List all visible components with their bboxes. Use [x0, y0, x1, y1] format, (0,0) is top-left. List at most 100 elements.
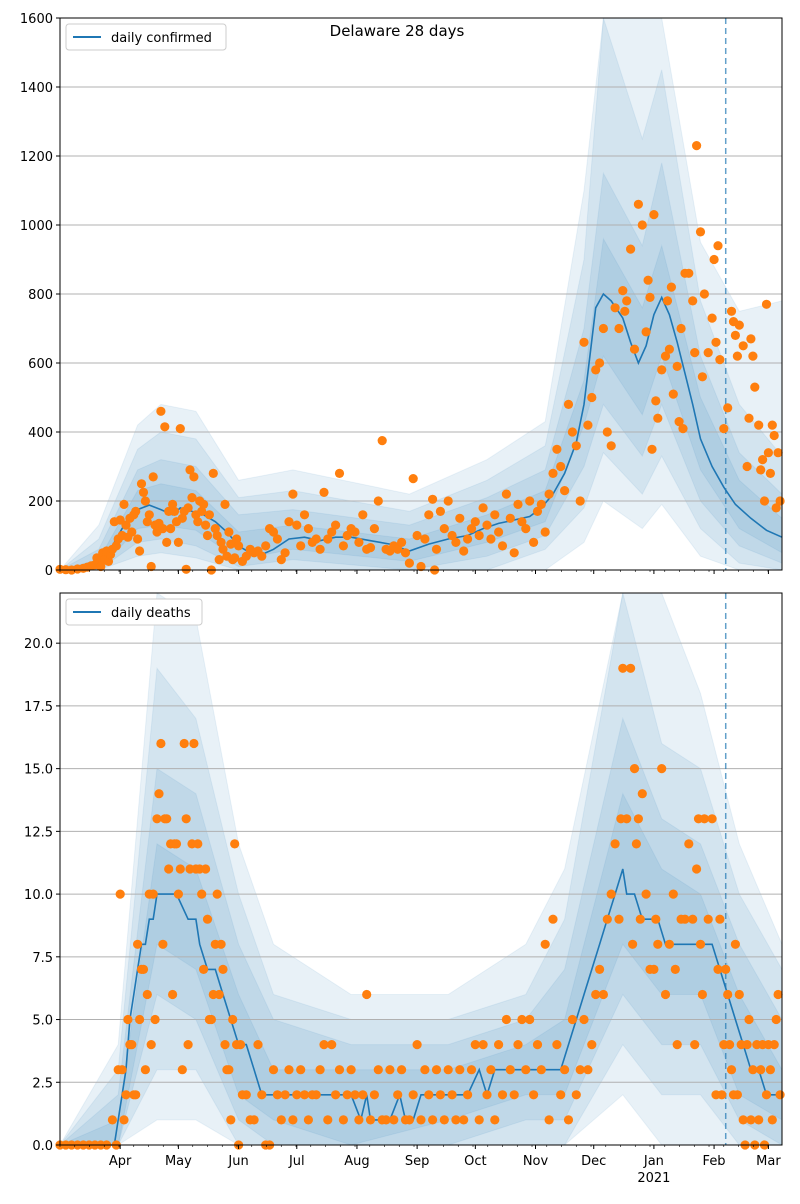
data-point — [193, 839, 203, 849]
data-point — [626, 244, 636, 254]
data-point — [651, 914, 661, 924]
data-point — [187, 493, 197, 503]
data-point — [666, 282, 677, 292]
data-point — [241, 1090, 251, 1100]
data-point — [315, 1065, 325, 1075]
legend-label: daily confirmed — [111, 31, 212, 46]
data-point — [591, 365, 601, 375]
data-point — [107, 1115, 117, 1125]
data-point — [529, 537, 539, 548]
data-point — [466, 1065, 477, 1075]
data-point — [730, 939, 741, 949]
data-point — [218, 544, 228, 554]
data-point — [166, 524, 176, 534]
data-point — [482, 520, 492, 530]
data-point — [319, 1040, 329, 1050]
data-point — [680, 914, 690, 924]
x-tick-label: Jun — [227, 1154, 248, 1169]
data-point — [346, 1065, 356, 1075]
data-point — [146, 1040, 156, 1050]
data-point — [115, 889, 125, 899]
data-point — [404, 558, 414, 568]
data-point — [327, 527, 337, 537]
data-point — [397, 537, 407, 548]
data-point — [688, 914, 698, 924]
data-point — [598, 989, 609, 1000]
data-point — [319, 487, 329, 497]
data-point — [199, 499, 209, 509]
data-point — [470, 1040, 480, 1050]
data-point — [688, 296, 698, 306]
data-point — [744, 1014, 754, 1025]
data-point — [742, 1040, 752, 1050]
chart-title: Delaware 28 days — [330, 22, 465, 40]
data-point — [197, 889, 207, 899]
data-point — [509, 1090, 519, 1100]
data-point — [424, 1090, 434, 1100]
data-point — [206, 1014, 216, 1025]
data-point — [197, 506, 207, 516]
data-point — [175, 424, 185, 434]
data-point — [717, 1090, 727, 1100]
plot-frame — [59, 17, 783, 571]
x-axis: Apr May Jun Jul Aug Sep Oct Nov Dec Jan 2021 Feb Mar — [109, 1154, 781, 1186]
data-point — [212, 889, 222, 899]
data-point — [208, 468, 218, 478]
data-point — [567, 427, 578, 437]
data-point — [490, 510, 500, 520]
data-point — [127, 1040, 137, 1050]
data-point — [428, 1115, 438, 1125]
data-point — [216, 537, 226, 548]
data-point — [684, 268, 694, 278]
confirmed-panel: 0 200 400 600 800 1000 1200 1400 1600 daily conf… — [20, 12, 785, 579]
data-point — [505, 513, 515, 523]
data-point — [463, 1090, 473, 1100]
data-point — [692, 864, 702, 874]
data-point — [171, 839, 182, 849]
data-point — [513, 1040, 523, 1050]
data-point — [373, 1065, 383, 1075]
data-point — [668, 389, 678, 399]
data-point — [587, 1040, 597, 1050]
data-point — [641, 889, 651, 899]
data-point — [660, 351, 671, 361]
x-tick-label: Apr — [109, 1154, 132, 1169]
data-point — [292, 1090, 302, 1100]
data-point — [754, 420, 764, 430]
data-point — [674, 417, 684, 427]
data-point — [622, 296, 632, 306]
data-point — [769, 1040, 779, 1050]
data-point — [338, 1115, 348, 1125]
data-point — [140, 496, 150, 506]
data-point — [158, 939, 168, 949]
data-point — [494, 527, 504, 537]
data-point — [424, 510, 434, 520]
data-point — [614, 914, 624, 924]
data-point — [199, 964, 209, 975]
data-point — [431, 544, 442, 554]
data-point — [142, 989, 152, 1000]
data-point — [690, 1040, 700, 1050]
data-point — [241, 551, 251, 561]
data-point — [482, 1090, 492, 1100]
data-point — [618, 286, 628, 296]
data-point — [185, 465, 195, 475]
x-tick-label: Jan — [643, 1154, 664, 1169]
data-point — [373, 496, 383, 506]
y-tick-label: 600 — [28, 357, 53, 372]
data-point — [144, 510, 154, 520]
data-point — [560, 486, 570, 496]
data-point — [173, 889, 183, 899]
data-point — [117, 1065, 127, 1075]
data-point — [323, 534, 333, 544]
data-point — [521, 1065, 531, 1075]
data-point — [715, 355, 725, 365]
data-point — [183, 503, 193, 513]
data-point — [135, 546, 145, 556]
data-point — [365, 1115, 376, 1125]
data-point — [653, 939, 663, 949]
data-point — [451, 1115, 461, 1125]
data-point — [756, 465, 766, 475]
data-point — [154, 789, 164, 799]
data-point — [230, 839, 240, 849]
